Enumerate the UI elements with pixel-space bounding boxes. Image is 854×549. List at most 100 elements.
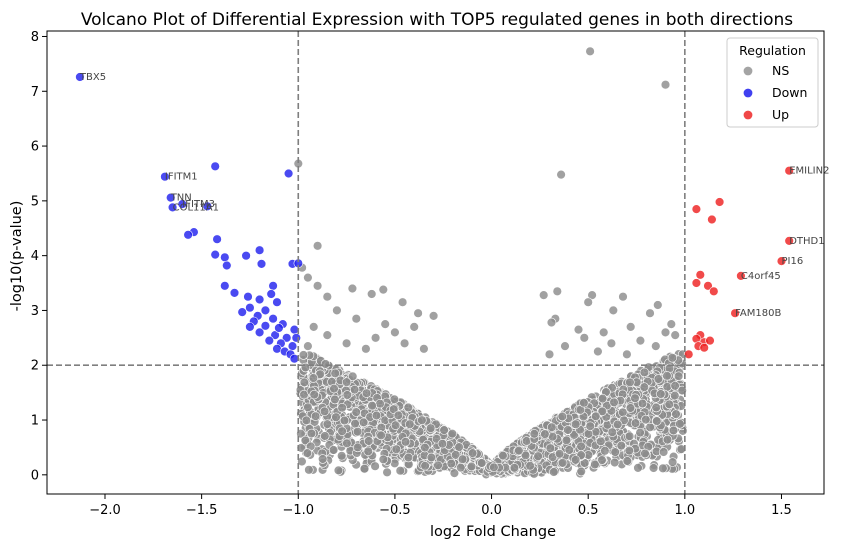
ns-gene-point <box>652 416 662 426</box>
x-tick-label: 0.5 <box>578 503 599 518</box>
legend-entry-label: NS <box>772 63 789 78</box>
ns-gene-point <box>498 450 508 461</box>
ns-gene-point <box>622 456 632 466</box>
ns-gene-point <box>675 419 685 429</box>
down-gene-point <box>245 322 255 332</box>
ns-gene-point <box>367 401 377 411</box>
y-tick-label: 7 <box>31 85 39 100</box>
down-gene-point <box>266 289 276 299</box>
down-gene-point <box>183 230 193 240</box>
legend-marker <box>743 88 753 98</box>
ns-gene-point <box>538 290 549 300</box>
ns-gene-point <box>579 333 589 343</box>
ns-gene-point <box>607 427 617 437</box>
ns-gene-point <box>590 459 600 470</box>
ns-gene-point <box>306 428 317 439</box>
down-gene-point <box>245 303 255 313</box>
ns-gene-point <box>509 463 520 473</box>
ns-gene-point <box>330 394 340 405</box>
down-gene-point <box>283 168 294 179</box>
ns-gene-point <box>609 397 619 407</box>
chart-title: Volcano Plot of Differential Expression … <box>81 10 793 30</box>
down-gene-point <box>243 292 253 302</box>
ns-gene-point <box>585 421 595 431</box>
ns-gene-point <box>358 417 369 428</box>
ns-gene-point <box>456 462 466 473</box>
down-gene-point <box>282 333 292 343</box>
data-points <box>75 46 794 364</box>
x-axis-title: log2 Fold Change <box>430 524 556 540</box>
y-tick-label: 4 <box>31 249 39 264</box>
down-gene-point <box>287 341 298 351</box>
plot-frame <box>46 30 825 495</box>
up-gene-point <box>699 343 709 353</box>
ns-gene-point <box>352 427 363 437</box>
legend-marker <box>743 66 753 76</box>
ns-gene-point <box>569 430 579 440</box>
down-gene-point <box>254 327 265 338</box>
ns-gene-point <box>320 359 331 369</box>
ns-gene-point <box>583 297 593 307</box>
down-gene-point <box>229 288 240 298</box>
ns-gene-point <box>297 456 307 467</box>
ns-gene-point <box>557 411 567 422</box>
ns-gene-point <box>341 338 352 348</box>
up-gene-point <box>691 204 702 214</box>
ns-gene-point <box>639 382 649 392</box>
ns-gene-point <box>449 468 460 478</box>
down-gene-point <box>260 305 271 316</box>
up-gene-point <box>691 278 702 288</box>
down-gene-point <box>166 192 176 203</box>
ns-gene-point <box>370 333 381 343</box>
down-gene-point <box>75 72 85 82</box>
down-gene-point <box>254 245 265 255</box>
down-gene-point <box>268 314 278 324</box>
ns-gene-point <box>347 283 358 294</box>
legend-marker <box>743 110 753 120</box>
ns-gene-point <box>477 458 487 468</box>
ns-gene-point <box>397 297 408 307</box>
ns-gene-point <box>585 46 595 56</box>
down-gene-point <box>291 333 301 343</box>
ns-gene-point <box>299 377 310 388</box>
ns-gene-point <box>540 429 550 439</box>
ns-gene-point <box>342 390 352 400</box>
ns-gene-point <box>353 442 363 453</box>
up-gene-point <box>707 214 717 225</box>
ns-gene-point <box>322 292 332 302</box>
ns-gene-point <box>624 445 634 456</box>
ns-gene-point <box>625 377 635 387</box>
ns-gene-point <box>342 438 352 448</box>
ns-gene-point <box>544 349 555 359</box>
ns-gene-point <box>651 402 661 413</box>
ns-gene-point <box>608 305 618 316</box>
down-gene-point <box>264 335 274 346</box>
ns-gene-point <box>467 448 478 458</box>
ns-gene-point <box>664 399 674 410</box>
ns-gene-point <box>547 422 557 432</box>
ns-gene-point <box>309 322 319 332</box>
ns-gene-point <box>318 454 328 464</box>
y-tick-label: 8 <box>31 30 39 45</box>
ns-gene-point <box>428 311 439 321</box>
ns-gene-point <box>660 79 671 90</box>
ns-gene-point <box>557 458 568 468</box>
ns-gene-point <box>337 451 347 461</box>
ns-gene-point <box>520 450 531 460</box>
ns-gene-point <box>371 410 382 421</box>
ns-gene-point <box>579 398 589 408</box>
x-tick-label: −0.5 <box>379 503 411 518</box>
gene-label: TBX5 <box>79 72 106 83</box>
ns-gene-point <box>618 292 628 302</box>
ns-gene-point <box>447 429 457 439</box>
ns-gene-point <box>303 341 313 351</box>
ns-gene-point <box>454 442 464 452</box>
legend-box <box>726 37 819 128</box>
x-tick-label: −1.5 <box>186 503 218 518</box>
down-gene-point <box>241 251 251 261</box>
ns-gene-point <box>630 393 640 403</box>
x-tick-label: 1.5 <box>771 503 792 518</box>
up-gene-point <box>730 308 740 318</box>
ns-gene-point <box>525 461 535 471</box>
